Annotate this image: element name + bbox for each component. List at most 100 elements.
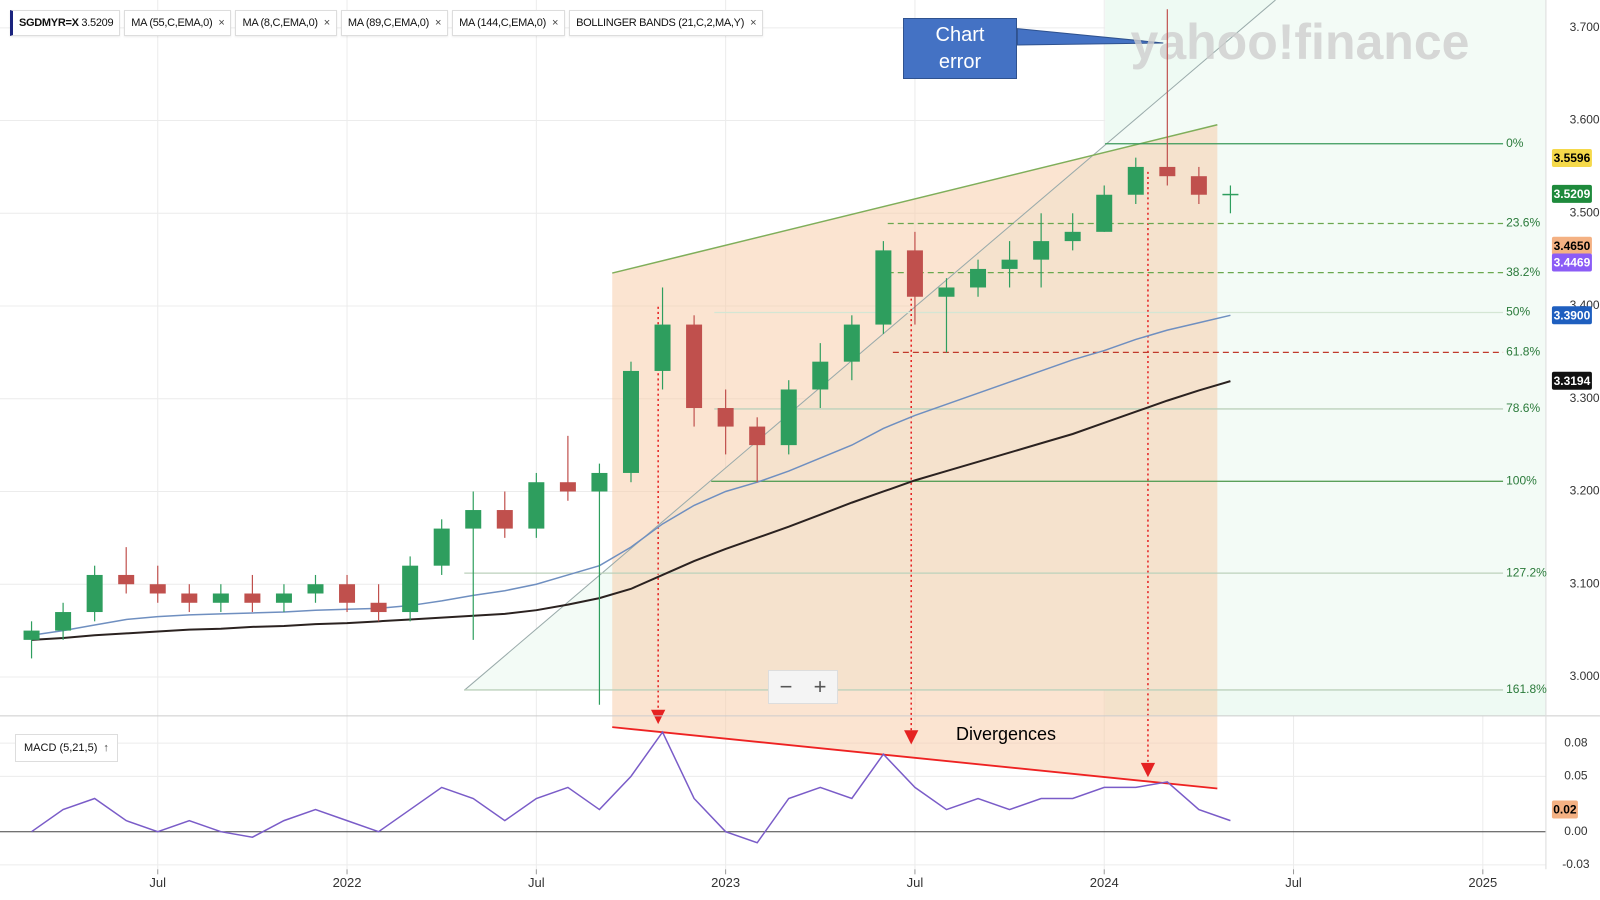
x-tick-label: Jul — [528, 875, 545, 890]
ma-line — [31, 314, 1231, 636]
indicator-name: BOLLINGER BANDS (21,C,2,MA,Y) — [576, 17, 745, 29]
price-badge: 3.3900 — [1551, 306, 1592, 325]
zoom-out[interactable]: − — [769, 671, 803, 703]
badge-box — [1551, 236, 1592, 255]
divergences-label: Divergences — [956, 724, 1057, 744]
chart-error-callout: Chart error — [903, 18, 1017, 79]
fib-label: 127.2% — [1506, 565, 1547, 579]
badge-box — [1551, 371, 1592, 390]
candle-body — [780, 389, 797, 446]
candle-body — [212, 593, 229, 603]
badge-label: 3.3194 — [1554, 374, 1591, 388]
candle-body — [528, 482, 545, 529]
symbol-tab[interactable]: SGDMYR=X 3.5209 — [10, 10, 121, 36]
fib-label: 38.2% — [1506, 265, 1540, 279]
indicator-tab[interactable]: MA (8,C,EMA,0) × — [235, 10, 337, 36]
y-tick-label: 3.2000 — [1570, 484, 1600, 498]
indicator-tabs: SGDMYR=X 3.5209 MA (55,C,EMA,0) × MA (8,C,… — [10, 10, 764, 36]
price-badge: 3.5209 — [1551, 184, 1592, 203]
indicator-name: MA (8,C,EMA,0) — [242, 17, 318, 29]
candle-body — [749, 426, 766, 446]
indicator-tab[interactable]: BOLLINGER BANDS (21,C,2,MA,Y) × — [569, 10, 764, 36]
candle-body — [370, 602, 387, 613]
badge-box — [1551, 800, 1578, 819]
price-badge: 3.4469 — [1551, 253, 1592, 272]
x-tick-label: Jul — [907, 875, 924, 890]
fib-label: 50% — [1506, 305, 1530, 319]
candle-body — [970, 268, 987, 288]
candle-body — [622, 370, 639, 473]
badge-label: 3.4650 — [1554, 239, 1591, 253]
indicator-tab[interactable]: MA (89,C,EMA,0) × — [340, 10, 449, 36]
macd-tab[interactable]: MACD (5,21,5) ↑ — [15, 734, 118, 762]
candle-body — [843, 324, 860, 362]
candle-body — [591, 472, 608, 492]
close-icon[interactable]: × — [323, 17, 330, 29]
arrow-head — [1140, 762, 1156, 778]
candle-body — [1190, 176, 1207, 195]
candle-body — [1001, 259, 1018, 269]
badge-box — [1551, 253, 1592, 272]
candle-body — [812, 361, 829, 390]
badge-box — [1551, 306, 1592, 325]
candle-body — [1033, 241, 1050, 260]
macd-line — [31, 730, 1231, 844]
candle-body — [23, 630, 40, 640]
close-icon[interactable]: × — [434, 17, 442, 29]
candle-body — [149, 584, 166, 594]
macd-name: MACD (5,21,5) — [24, 742, 98, 754]
zoom-in[interactable]: + — [803, 671, 837, 703]
candle-body — [275, 593, 292, 603]
price-badge: 0.02 — [1551, 800, 1578, 819]
drawing-overlays — [0, 0, 1600, 870]
x-tick-label: 2023 — [711, 875, 740, 890]
y-tick-label: 3.1000 — [1570, 576, 1600, 590]
x-tick-label: Jul — [1285, 875, 1302, 890]
badge-label: 3.3900 — [1554, 308, 1591, 322]
fib-label: 0% — [1506, 136, 1524, 150]
indicator-tab[interactable]: MA (55,C,EMA,0) × — [124, 10, 232, 36]
price: 3.5209 — [81, 17, 114, 29]
y-tick-label: 3.0000 — [1570, 669, 1600, 683]
y-tick-label: 0.05 — [1564, 769, 1588, 783]
badge-label: 3.5209 — [1554, 187, 1591, 201]
badge-box — [1551, 184, 1592, 203]
candle-body — [339, 584, 356, 603]
indicator-name: MA (89,C,EMA,0) — [347, 17, 429, 29]
x-tick-label: 2025 — [1468, 875, 1497, 890]
pattern-fill — [612, 124, 1218, 789]
indicator-name: MA (144,C,EMA,0) — [459, 17, 546, 29]
ma-line — [31, 380, 1231, 641]
up-icon: ↑ — [103, 742, 109, 754]
candle-body — [118, 574, 135, 585]
indicator-tab[interactable]: MA (144,C,EMA,0) × — [452, 10, 566, 36]
candle-body — [496, 510, 513, 529]
candle-body — [559, 482, 576, 492]
arrow-head — [904, 730, 919, 745]
badge-label: 3.5596 — [1554, 151, 1591, 165]
candle-body — [307, 584, 324, 594]
close-icon[interactable]: × — [218, 17, 225, 29]
arrow-heads — [651, 709, 1156, 778]
callout-text: Chart error — [935, 23, 985, 73]
candle-body — [906, 250, 923, 297]
x-tick-label: 2024 — [1090, 875, 1119, 890]
fib-label: 61.8% — [1506, 345, 1540, 359]
x-tick-label: Jul — [149, 875, 166, 890]
candle-body — [686, 324, 703, 409]
y-tick-label: 0.00 — [1564, 824, 1588, 838]
candle-body — [938, 287, 955, 297]
close-icon[interactable]: × — [750, 17, 757, 29]
zoom-controls: − + — [768, 670, 838, 704]
candle-body — [654, 324, 671, 371]
candle-body — [1064, 231, 1081, 242]
badge-box — [1551, 149, 1592, 168]
trend-line — [612, 124, 1218, 274]
badge-label: 3.4469 — [1554, 256, 1591, 270]
price-badge: 3.4650 — [1551, 236, 1592, 255]
close-icon[interactable]: × — [551, 17, 559, 29]
candle-body — [86, 574, 103, 613]
